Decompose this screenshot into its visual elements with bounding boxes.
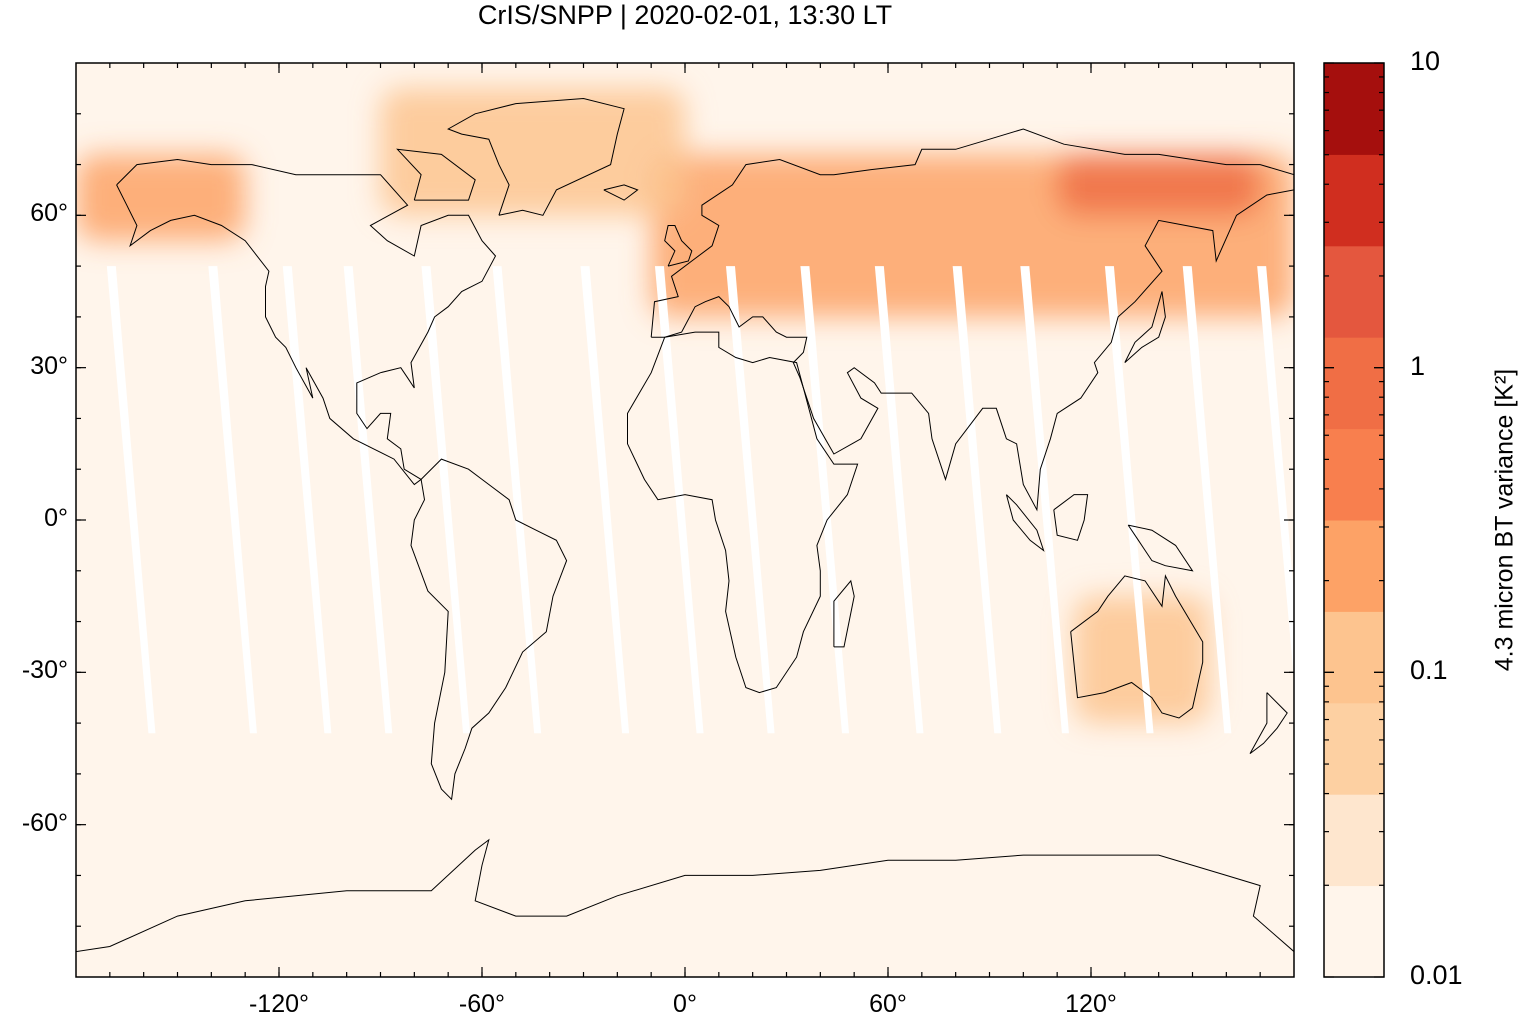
colorbar-swatch — [1324, 337, 1384, 430]
coastline-new-zealand — [1249, 692, 1288, 754]
coastline-japan — [1124, 291, 1166, 363]
coastline-eurasia — [650, 128, 1294, 512]
colorbar-swatch — [1324, 520, 1384, 612]
coastline-baffin-island — [396, 148, 476, 201]
x-tick-label: -60° — [458, 990, 506, 1018]
swath-gap-8 — [654, 266, 704, 734]
map-plot-area — [76, 63, 1294, 977]
variance-patch-greenland-arctic — [380, 88, 685, 216]
coastline-north-america — [116, 158, 497, 486]
swath-gap-4 — [343, 266, 393, 734]
variance-patch-eastern-siberia — [1057, 154, 1261, 216]
swath-gap-10 — [800, 266, 850, 734]
swath-gap-3 — [282, 266, 332, 734]
coastline-south-america — [410, 458, 568, 801]
colorbar-title: 4.3 micron BT variance [K²] — [1490, 368, 1519, 672]
y-tick-label: 60° — [30, 199, 68, 228]
x-tick-label: 120° — [1065, 990, 1117, 1018]
colorbar-swatch — [1324, 63, 1384, 155]
colorbar-swatch — [1324, 794, 1384, 887]
coastline-borneo — [1053, 494, 1089, 541]
coastline-africa — [627, 331, 859, 694]
swath-gap-16 — [1257, 266, 1294, 680]
colorbar-swatch — [1324, 154, 1384, 247]
swath-gap-2 — [208, 266, 257, 734]
coastline-antarctica — [76, 838, 1294, 953]
coastline-australia — [1070, 574, 1204, 719]
swath-gap-6 — [492, 266, 542, 734]
colorbar-swatch — [1324, 611, 1384, 704]
colorbar — [1323, 62, 1385, 978]
swath-gaps — [106, 266, 1294, 734]
x-tick-label: -120° — [248, 990, 310, 1018]
colorbar-tick-label: 10 — [1410, 46, 1441, 76]
swath-gap-9 — [725, 266, 775, 734]
colorbar-swatch — [1324, 428, 1384, 521]
coastlines — [76, 97, 1294, 953]
colorbar-frame — [1323, 62, 1385, 978]
axis-ticks — [76, 63, 1294, 977]
x-tick-label: 60° — [869, 990, 907, 1018]
map-title: CrIS/SNPP | 2020-02-01, 13:30 LT — [477, 0, 893, 30]
colorbar-tick-label: 0.01 — [1410, 960, 1463, 990]
colorbar-tick-label: 0.1 — [1410, 655, 1448, 686]
swath-gap-1 — [106, 266, 156, 734]
colorbar-swatch — [1324, 245, 1384, 338]
swath-gap-12 — [952, 266, 1002, 734]
colorbar-tick-label: 1 — [1410, 350, 1426, 381]
coastline-greenland — [447, 97, 625, 216]
swath-gap-13 — [1020, 266, 1069, 734]
swath-gap-11 — [874, 266, 924, 734]
swath-gap-7 — [580, 266, 630, 734]
y-tick-label: 0° — [44, 504, 68, 532]
y-tick-label: 30° — [30, 351, 68, 380]
x-tick-label: 0° — [673, 990, 697, 1018]
swath-gap-5 — [421, 266, 471, 734]
coastline-iceland — [603, 184, 639, 201]
variance-patch-alaska — [76, 154, 246, 241]
swath-gap-14 — [1104, 266, 1154, 734]
y-tick-label: -30° — [21, 656, 68, 685]
coastline-sumatra — [1005, 494, 1045, 552]
y-tick-label: -60° — [21, 808, 68, 837]
coastline-madagascar — [833, 579, 855, 648]
colorbar-swatch — [1324, 702, 1384, 795]
coastline-new-guinea — [1127, 524, 1194, 572]
swath-gap-15 — [1182, 266, 1232, 734]
colorbar-swatch — [1324, 885, 1384, 978]
coastline-great-britain — [664, 225, 693, 267]
